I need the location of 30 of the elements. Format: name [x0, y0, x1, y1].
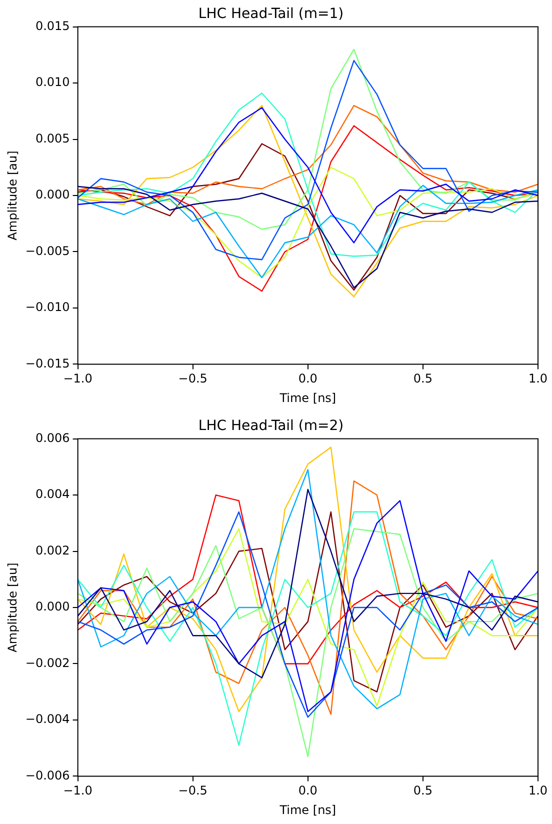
y-tick-label: 0.002	[35, 543, 70, 558]
y-tick-label: 0.015	[35, 18, 70, 33]
y-tick-label: −0.015	[25, 356, 70, 370]
x-tick-label: 0.5	[413, 784, 432, 798]
y-tick-label: −0.010	[25, 300, 70, 314]
y-tick-label: 0.006	[35, 430, 70, 445]
x-tick-label: 1.0	[528, 784, 548, 798]
y-axis-title: Amplitude [au]	[5, 150, 20, 240]
x-axis-title: Time [ns]	[278, 802, 336, 817]
y-tick-label: 0.000	[35, 188, 70, 202]
x-axis-title: Time [ns]	[278, 390, 336, 405]
y-tick-label: −0.002	[25, 656, 70, 670]
x-tick-label: 1.0	[528, 372, 548, 386]
chart-title: LHC Head-Tail (m=2)	[198, 418, 344, 434]
y-tick-label: −0.004	[25, 712, 70, 726]
y-tick-label: 0.004	[35, 487, 70, 502]
x-tick-label: −1.0	[63, 784, 92, 798]
x-tick-label: −0.5	[178, 784, 208, 798]
x-tick-label: −0.5	[178, 372, 208, 386]
x-tick-label: 0.0	[298, 372, 318, 386]
y-tick-label: −0.005	[25, 244, 70, 258]
y-tick-label: 0.010	[35, 75, 70, 90]
x-tick-label: −1.0	[63, 372, 92, 386]
y-axis-title: Amplitude [au]	[5, 562, 20, 652]
x-tick-label: 0.5	[413, 372, 432, 386]
x-tick-label: 0.0	[298, 784, 318, 798]
y-tick-label: 0.005	[35, 131, 70, 146]
y-tick-label: −0.006	[25, 768, 70, 782]
y-tick-label: 0.000	[35, 600, 70, 614]
chart-title: LHC Head-Tail (m=1)	[198, 6, 344, 22]
